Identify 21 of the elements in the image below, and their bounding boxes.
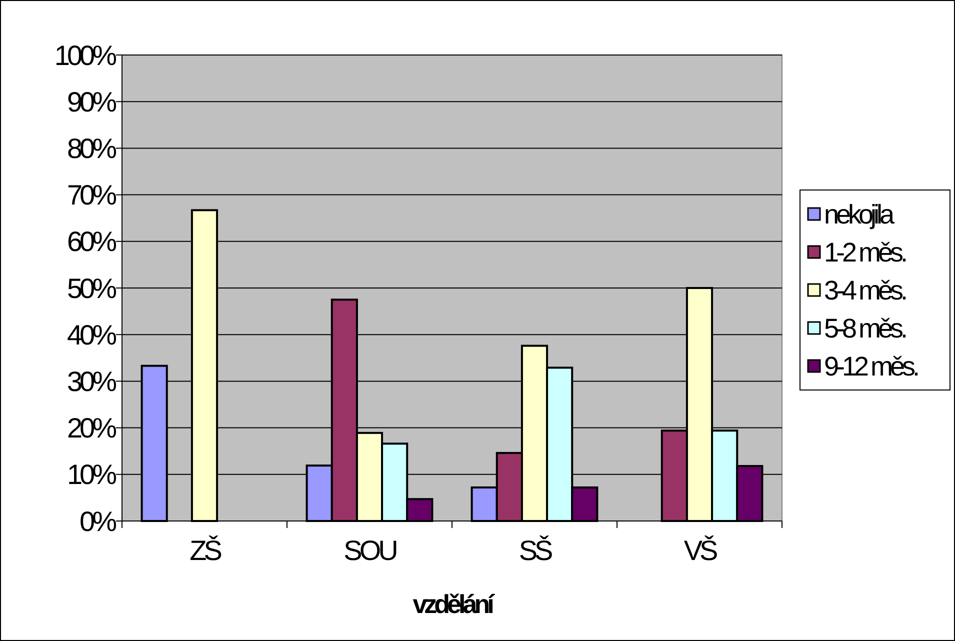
legend-label: 5-8 měs. [824, 313, 907, 344]
x-tick-label: SŠ [518, 535, 552, 566]
x-tick-label: SOU [344, 535, 398, 566]
legend-label: 1-2 měs. [824, 237, 907, 268]
legend-label: 9-12 měs. [824, 351, 919, 382]
y-tick-label: 60% [66, 226, 116, 258]
y-tick-label: 20% [66, 412, 116, 444]
y-tick-label: 100% [54, 40, 116, 71]
y-tick-label: 70% [66, 180, 116, 211]
y-tick-label: 30% [66, 366, 116, 397]
y-tick-label: 90% [66, 86, 116, 118]
legend-label: nekojila [824, 199, 896, 230]
x-tick-label: ZŠ [190, 535, 222, 566]
y-tick-label: 40% [66, 319, 116, 350]
x-tick-label: VŠ [684, 535, 718, 566]
y-tick-label: 10% [66, 459, 116, 490]
legend-label: 3-4 měs. [824, 275, 907, 306]
y-tick-label: 0% [80, 506, 116, 537]
y-tick-label: 80% [66, 133, 116, 164]
y-tick-label: 50% [66, 272, 116, 304]
x-axis-title: vzdělání [412, 589, 496, 619]
